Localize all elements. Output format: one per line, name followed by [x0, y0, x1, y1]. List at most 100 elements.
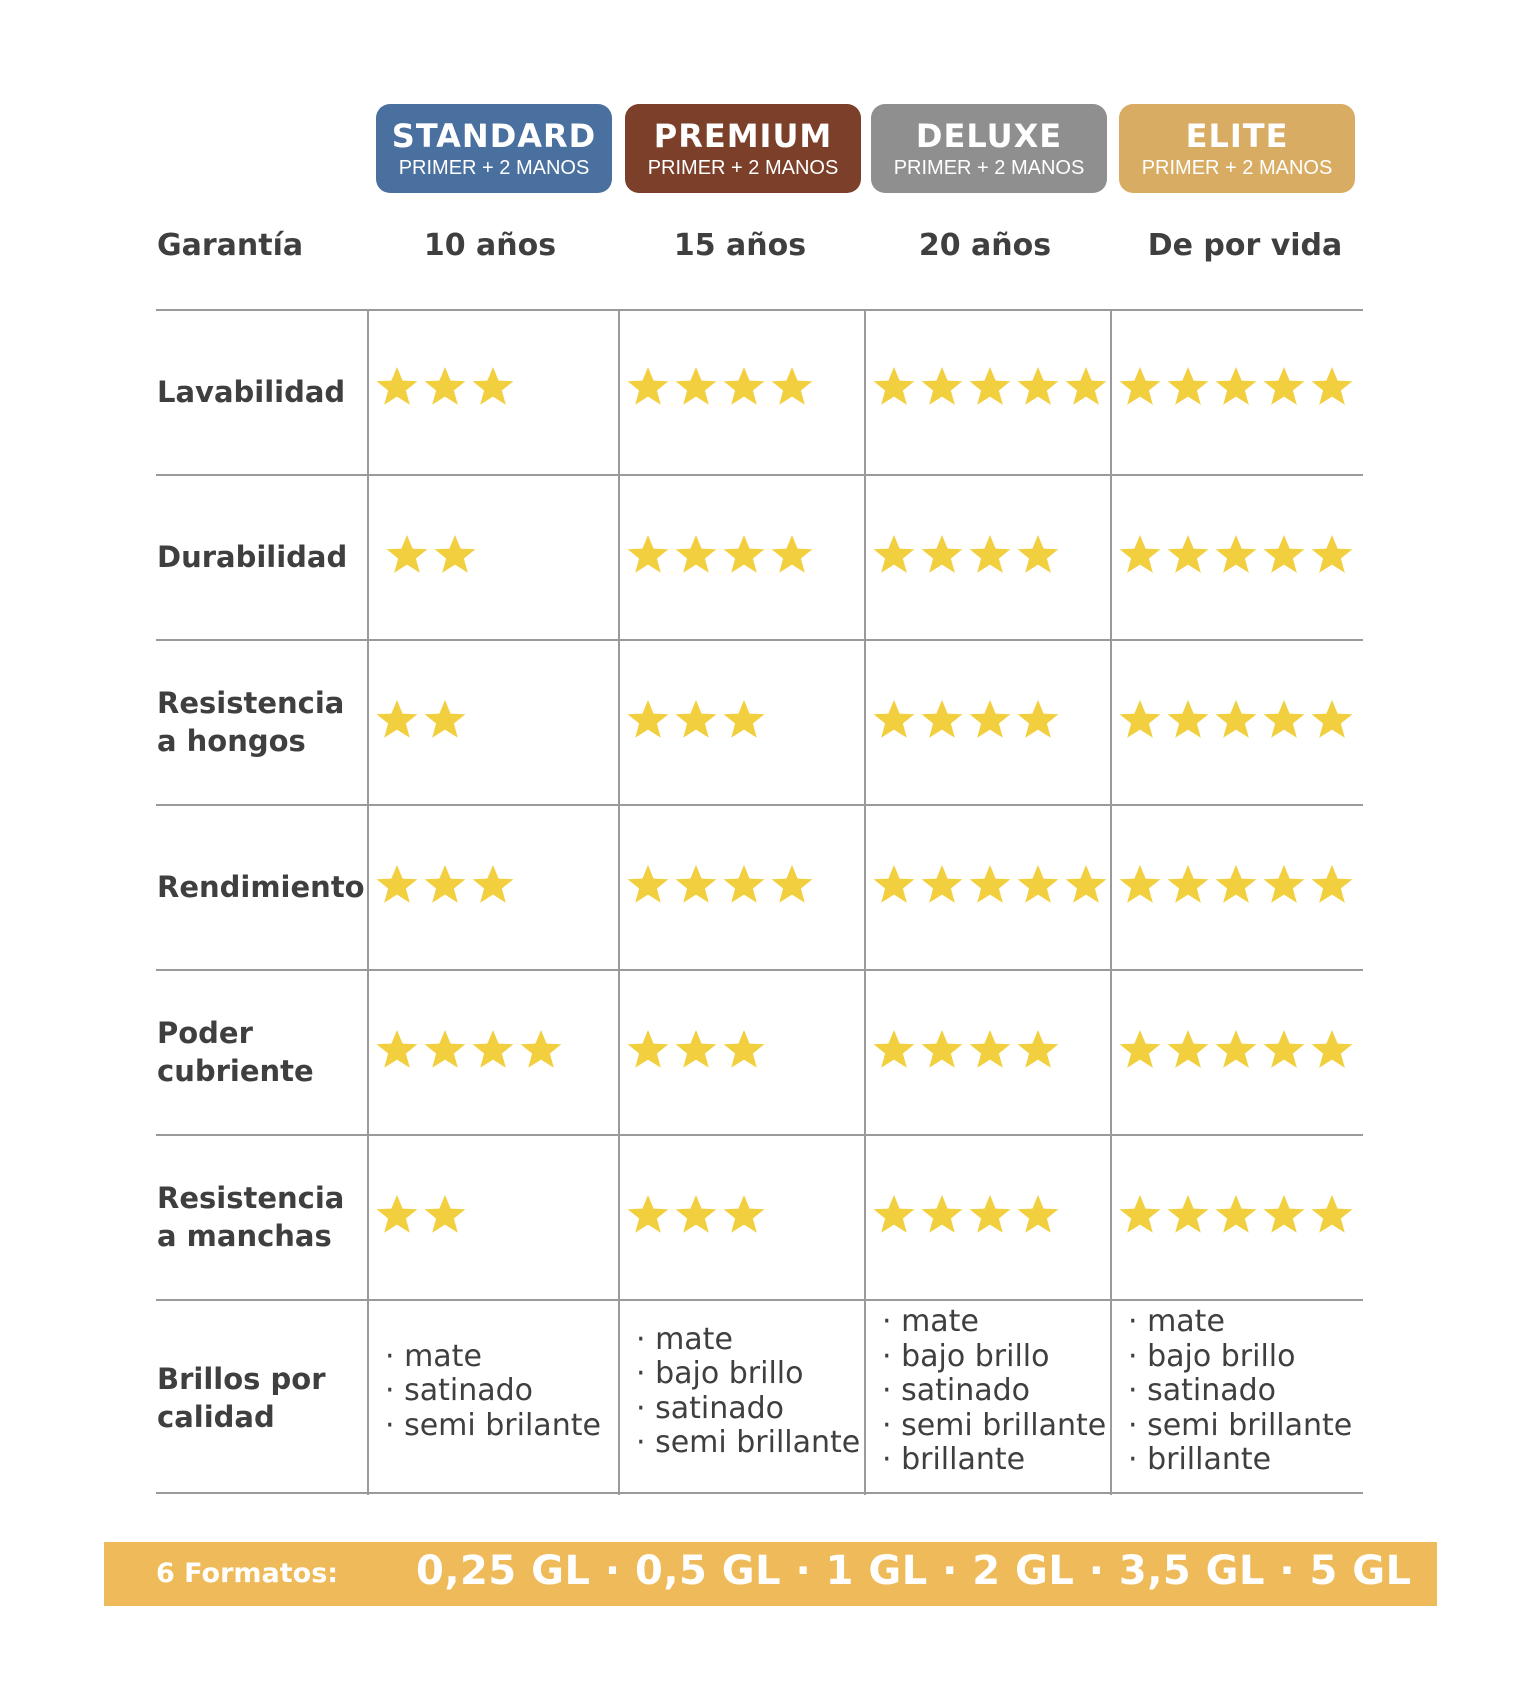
rating-row-label: Lavabilidad	[157, 373, 345, 411]
gloss-option: semi brillante	[1128, 1408, 1352, 1444]
label-line: Rendimiento	[157, 869, 365, 904]
star-icon	[968, 698, 1016, 744]
star-icon	[1064, 365, 1112, 411]
star-icon	[433, 533, 481, 579]
table-divider	[156, 639, 1363, 641]
gloss-option: bajo brillo	[1128, 1339, 1352, 1375]
star-icon	[1310, 863, 1358, 909]
star-icon	[674, 1193, 722, 1239]
star-icon	[872, 863, 920, 909]
star-icon	[1214, 365, 1262, 411]
label-line: Resistencia	[157, 685, 345, 720]
star-rating	[375, 365, 519, 413]
label-line: Brillos por	[157, 1361, 326, 1396]
star-icon	[920, 1193, 968, 1239]
star-icon	[1016, 863, 1064, 909]
star-icon	[968, 1028, 1016, 1074]
star-rating	[872, 1028, 1064, 1076]
star-icon	[722, 365, 770, 411]
star-icon	[968, 1193, 1016, 1239]
star-icon	[770, 533, 818, 579]
star-icon	[1214, 863, 1262, 909]
star-icon	[1310, 1028, 1358, 1074]
star-icon	[626, 1028, 674, 1074]
star-rating	[872, 365, 1112, 413]
label-line: Resistencia	[157, 1180, 345, 1215]
label-line: a hongos	[157, 723, 306, 758]
gloss-option: mate	[636, 1322, 860, 1358]
warranty-value: De por vida	[1147, 228, 1343, 263]
star-icon	[1016, 533, 1064, 579]
star-icon	[1166, 1193, 1214, 1239]
star-icon	[1166, 863, 1214, 909]
star-icon	[1118, 533, 1166, 579]
gloss-option: satinado	[636, 1391, 860, 1427]
label-line: cubriente	[157, 1053, 314, 1088]
star-rating	[872, 698, 1064, 746]
star-rating	[626, 365, 818, 413]
star-icon	[1262, 1193, 1310, 1239]
star-icon	[770, 863, 818, 909]
star-rating	[872, 1193, 1064, 1241]
star-icon	[375, 365, 423, 411]
tier-subtitle: PRIMER + 2 MANOS	[647, 157, 839, 179]
formats-bar: 6 Formatos: 0,25 GL · 0,5 GL · 1 GL · 2 G…	[104, 1542, 1437, 1606]
label-line: a manchas	[157, 1218, 332, 1253]
star-icon	[674, 365, 722, 411]
label-line: Poder	[157, 1015, 253, 1050]
star-icon	[626, 533, 674, 579]
star-icon	[968, 533, 1016, 579]
star-rating	[626, 533, 818, 581]
star-icon	[1118, 698, 1166, 744]
star-icon	[722, 533, 770, 579]
star-rating	[1118, 863, 1358, 911]
star-icon	[471, 1028, 519, 1074]
star-icon	[375, 1193, 423, 1239]
tier-badge-elite: ELITE PRIMER + 2 MANOS	[1119, 104, 1355, 193]
star-icon	[968, 365, 1016, 411]
star-rating	[385, 533, 481, 581]
star-icon	[1310, 698, 1358, 744]
star-rating	[375, 698, 471, 746]
table-divider	[156, 1134, 1363, 1136]
tier-badge-premium: PREMIUM PRIMER + 2 MANOS	[625, 104, 861, 193]
star-icon	[722, 1028, 770, 1074]
star-icon	[1310, 1193, 1358, 1239]
star-icon	[1214, 698, 1262, 744]
star-icon	[1166, 1028, 1214, 1074]
warranty-value: 15 años	[673, 228, 807, 263]
star-rating	[1118, 698, 1358, 746]
gloss-option: satinado	[1128, 1374, 1352, 1409]
star-icon	[1016, 365, 1064, 411]
table-divider	[156, 474, 1363, 476]
tier-badge-deluxe: DELUXE PRIMER + 2 MANOS	[871, 104, 1107, 193]
gloss-options-list: matebajo brillosatinadosemi brillantebri…	[1128, 1305, 1352, 1478]
tier-name: DELUXE	[915, 117, 1063, 155]
star-icon	[770, 365, 818, 411]
gloss-option: satinado	[385, 1374, 601, 1409]
tier-name: STANDARD	[391, 117, 597, 155]
star-icon	[423, 698, 471, 744]
star-icon	[471, 365, 519, 411]
rating-row-label: Durabilidad	[157, 538, 347, 576]
star-icon	[1016, 698, 1064, 744]
table-divider	[156, 804, 1363, 806]
gloss-row-label: Brillos por calidad	[157, 1360, 326, 1436]
star-icon	[920, 533, 968, 579]
star-icon	[1214, 1193, 1262, 1239]
tier-subtitle: PRIMER + 2 MANOS	[398, 157, 590, 179]
star-icon	[872, 1028, 920, 1074]
rating-row-label: Resistencia a manchas	[157, 1179, 344, 1255]
star-icon	[626, 365, 674, 411]
star-icon	[1262, 365, 1310, 411]
star-icon	[674, 698, 722, 744]
gloss-option: mate	[882, 1305, 1106, 1340]
gloss-option: semi brillante	[882, 1408, 1106, 1444]
star-icon	[1262, 1028, 1310, 1074]
star-rating	[375, 863, 519, 911]
column-divider	[367, 309, 369, 1495]
column-divider	[618, 309, 620, 1495]
gloss-option: bajo brillo	[882, 1339, 1106, 1375]
table-divider	[156, 309, 1363, 311]
star-rating	[375, 1028, 567, 1076]
